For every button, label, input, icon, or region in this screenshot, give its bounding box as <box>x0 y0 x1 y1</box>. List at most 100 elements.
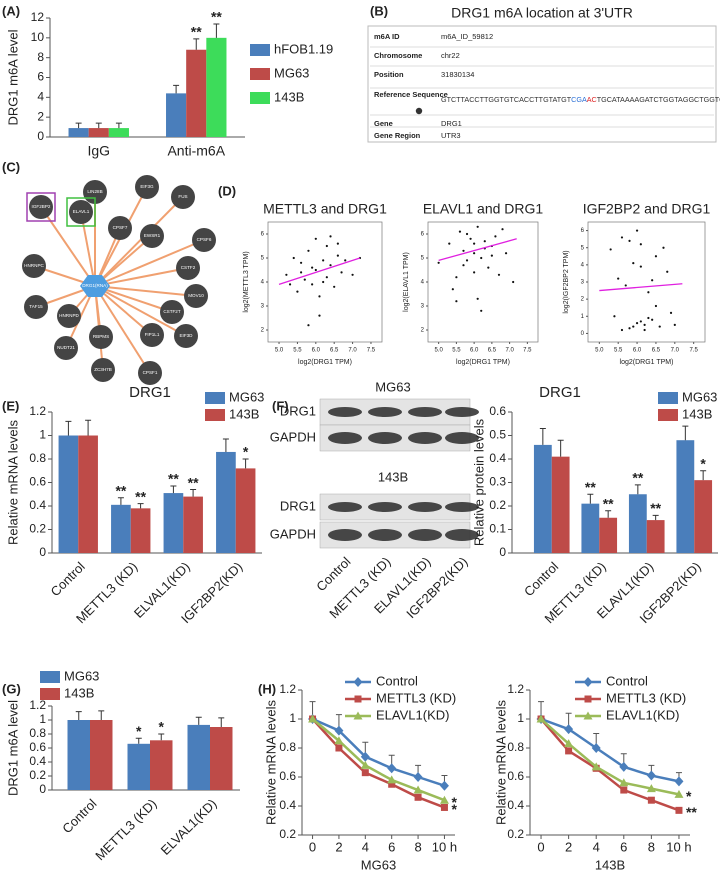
x-axis-label: log2(DRG1 TPM) <box>298 359 352 366</box>
y-tick-label: 6 <box>581 228 585 234</box>
network-node <box>22 254 46 278</box>
x-tick-label: Control <box>59 796 99 836</box>
error-bar <box>98 710 105 720</box>
point <box>458 230 462 233</box>
x-tick-label: IgG <box>87 143 110 159</box>
marker <box>361 769 369 777</box>
point <box>292 256 295 260</box>
significance: ** <box>686 804 697 820</box>
point <box>620 236 624 239</box>
blot-protein: DRG1 <box>280 498 316 513</box>
x-tick-label: 7.0 <box>505 348 514 354</box>
legend-label: hFOB1.19 <box>274 41 333 56</box>
marker <box>591 743 601 753</box>
marker <box>388 780 396 788</box>
panel-label: (G) <box>2 681 21 696</box>
legend-label: METTL3 (KD) <box>606 690 686 705</box>
point <box>344 259 347 262</box>
plot-frame <box>587 221 706 343</box>
x-axis-label: log2(DRG1 TPM) <box>456 359 510 366</box>
point <box>620 328 624 332</box>
y-axis-label: DRG1 m6A level <box>5 700 20 796</box>
marker <box>647 796 655 804</box>
point <box>480 309 483 312</box>
significance: ** <box>585 479 596 495</box>
bar <box>67 720 90 790</box>
marker <box>414 793 422 801</box>
sequence-part: AC <box>587 95 597 104</box>
legend-swatch <box>250 68 270 80</box>
legend-swatch <box>250 44 270 56</box>
network-node <box>89 325 113 349</box>
y-axis-label: log2(IGF2BP2 TPM) <box>563 250 570 313</box>
y-tick-label: 2 <box>421 328 425 334</box>
error-bar <box>213 23 220 38</box>
point <box>497 273 501 276</box>
significance: ** <box>135 488 146 504</box>
y-tick-label: 0.6 <box>507 769 524 783</box>
sequence-part: CGA <box>571 95 587 104</box>
error-bar <box>65 420 72 436</box>
x-tick-label: 5.0 <box>595 348 604 354</box>
sequence-part: TGCATAAAAGATCTGGTAGGCTGGTCAGC <box>597 95 720 104</box>
bar <box>186 49 207 137</box>
x-tick-label: 7.0 <box>348 348 357 354</box>
error-bar <box>222 438 229 452</box>
bar <box>166 93 187 137</box>
sequence-part: GTCTTACCTTGGTGTCACCTTGTATGT <box>441 95 572 104</box>
y-tick-label: 0.8 <box>29 726 46 740</box>
error-bar <box>195 716 202 725</box>
legend-label: MG63 <box>682 389 717 404</box>
point <box>628 239 631 242</box>
marker <box>360 751 370 762</box>
bar <box>235 468 256 553</box>
y-tick-label: 0.2 <box>279 827 296 841</box>
x-tick-label: 7.5 <box>523 348 532 354</box>
point <box>639 265 642 268</box>
significance: ** <box>188 474 199 490</box>
bar <box>78 435 98 553</box>
legend-label: 143B <box>64 685 94 700</box>
point <box>462 264 465 267</box>
point <box>639 320 642 323</box>
panel-label: (F) <box>272 398 289 413</box>
node-label: ELAVL1 <box>73 209 90 214</box>
chart-title: ELAVL1 and DRG1 <box>423 201 544 217</box>
marker <box>619 778 629 787</box>
line <box>311 718 445 802</box>
point <box>473 252 476 255</box>
network-node <box>171 185 195 209</box>
point <box>501 228 504 231</box>
line <box>312 717 445 787</box>
point <box>651 318 654 321</box>
y-tick-label: 2 <box>261 328 265 334</box>
point <box>647 316 650 320</box>
x-tick-label: 4 <box>593 839 600 854</box>
bar <box>646 520 665 553</box>
panel-label: (A) <box>2 3 20 18</box>
y-tick-label: 0.1 <box>489 522 506 536</box>
x-tick-label: 7.5 <box>367 348 376 354</box>
point <box>473 242 476 245</box>
marker <box>675 806 683 814</box>
y-axis-label: log2(ELAVL1 TPM) <box>403 252 410 312</box>
point <box>311 266 314 269</box>
bar <box>628 494 647 553</box>
bar <box>551 456 570 553</box>
network-edge <box>80 211 96 287</box>
point <box>455 300 458 303</box>
center-label: DRG1(RNA) <box>82 283 108 288</box>
y-tick-label: 5 <box>421 256 425 262</box>
error-bar <box>137 503 144 509</box>
point <box>666 270 669 273</box>
y-tick-label: 1.2 <box>29 698 46 712</box>
line <box>540 718 680 796</box>
x-tick-label: 5.5 <box>293 348 302 354</box>
error-bar <box>587 493 594 504</box>
x-tick-label: 6 <box>388 839 395 854</box>
x-tick-label: 5.5 <box>452 348 461 354</box>
significance: * <box>243 444 249 460</box>
point <box>333 285 336 288</box>
marker <box>387 775 397 784</box>
marker <box>564 724 574 735</box>
